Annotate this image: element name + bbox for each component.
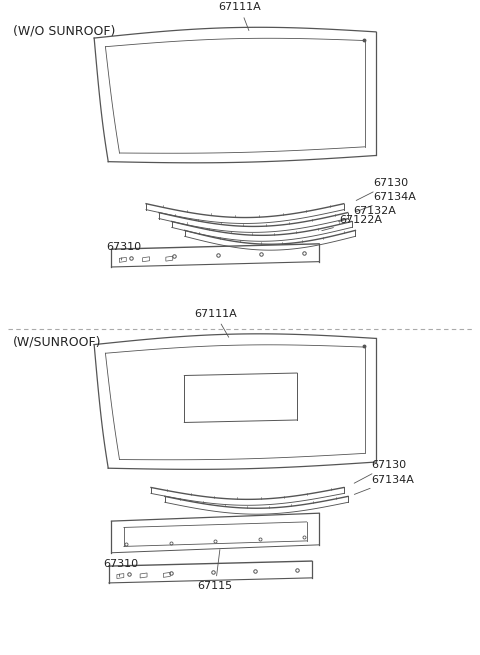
- Text: 67134A: 67134A: [354, 474, 414, 495]
- Text: 67310: 67310: [104, 559, 139, 576]
- Text: 67115: 67115: [198, 550, 233, 591]
- Text: 67130: 67130: [356, 178, 408, 200]
- Text: 67310: 67310: [107, 242, 142, 260]
- Text: 67122A: 67122A: [322, 215, 382, 231]
- Text: (W/SUNROOF): (W/SUNROOF): [12, 335, 101, 348]
- Text: 67132A: 67132A: [338, 206, 396, 221]
- Text: (W/O SUNROOF): (W/O SUNROOF): [12, 25, 115, 37]
- Text: 67111A: 67111A: [218, 3, 262, 31]
- Text: 67134A: 67134A: [356, 192, 416, 212]
- Text: 67130: 67130: [354, 460, 407, 483]
- Text: 67111A: 67111A: [194, 309, 237, 337]
